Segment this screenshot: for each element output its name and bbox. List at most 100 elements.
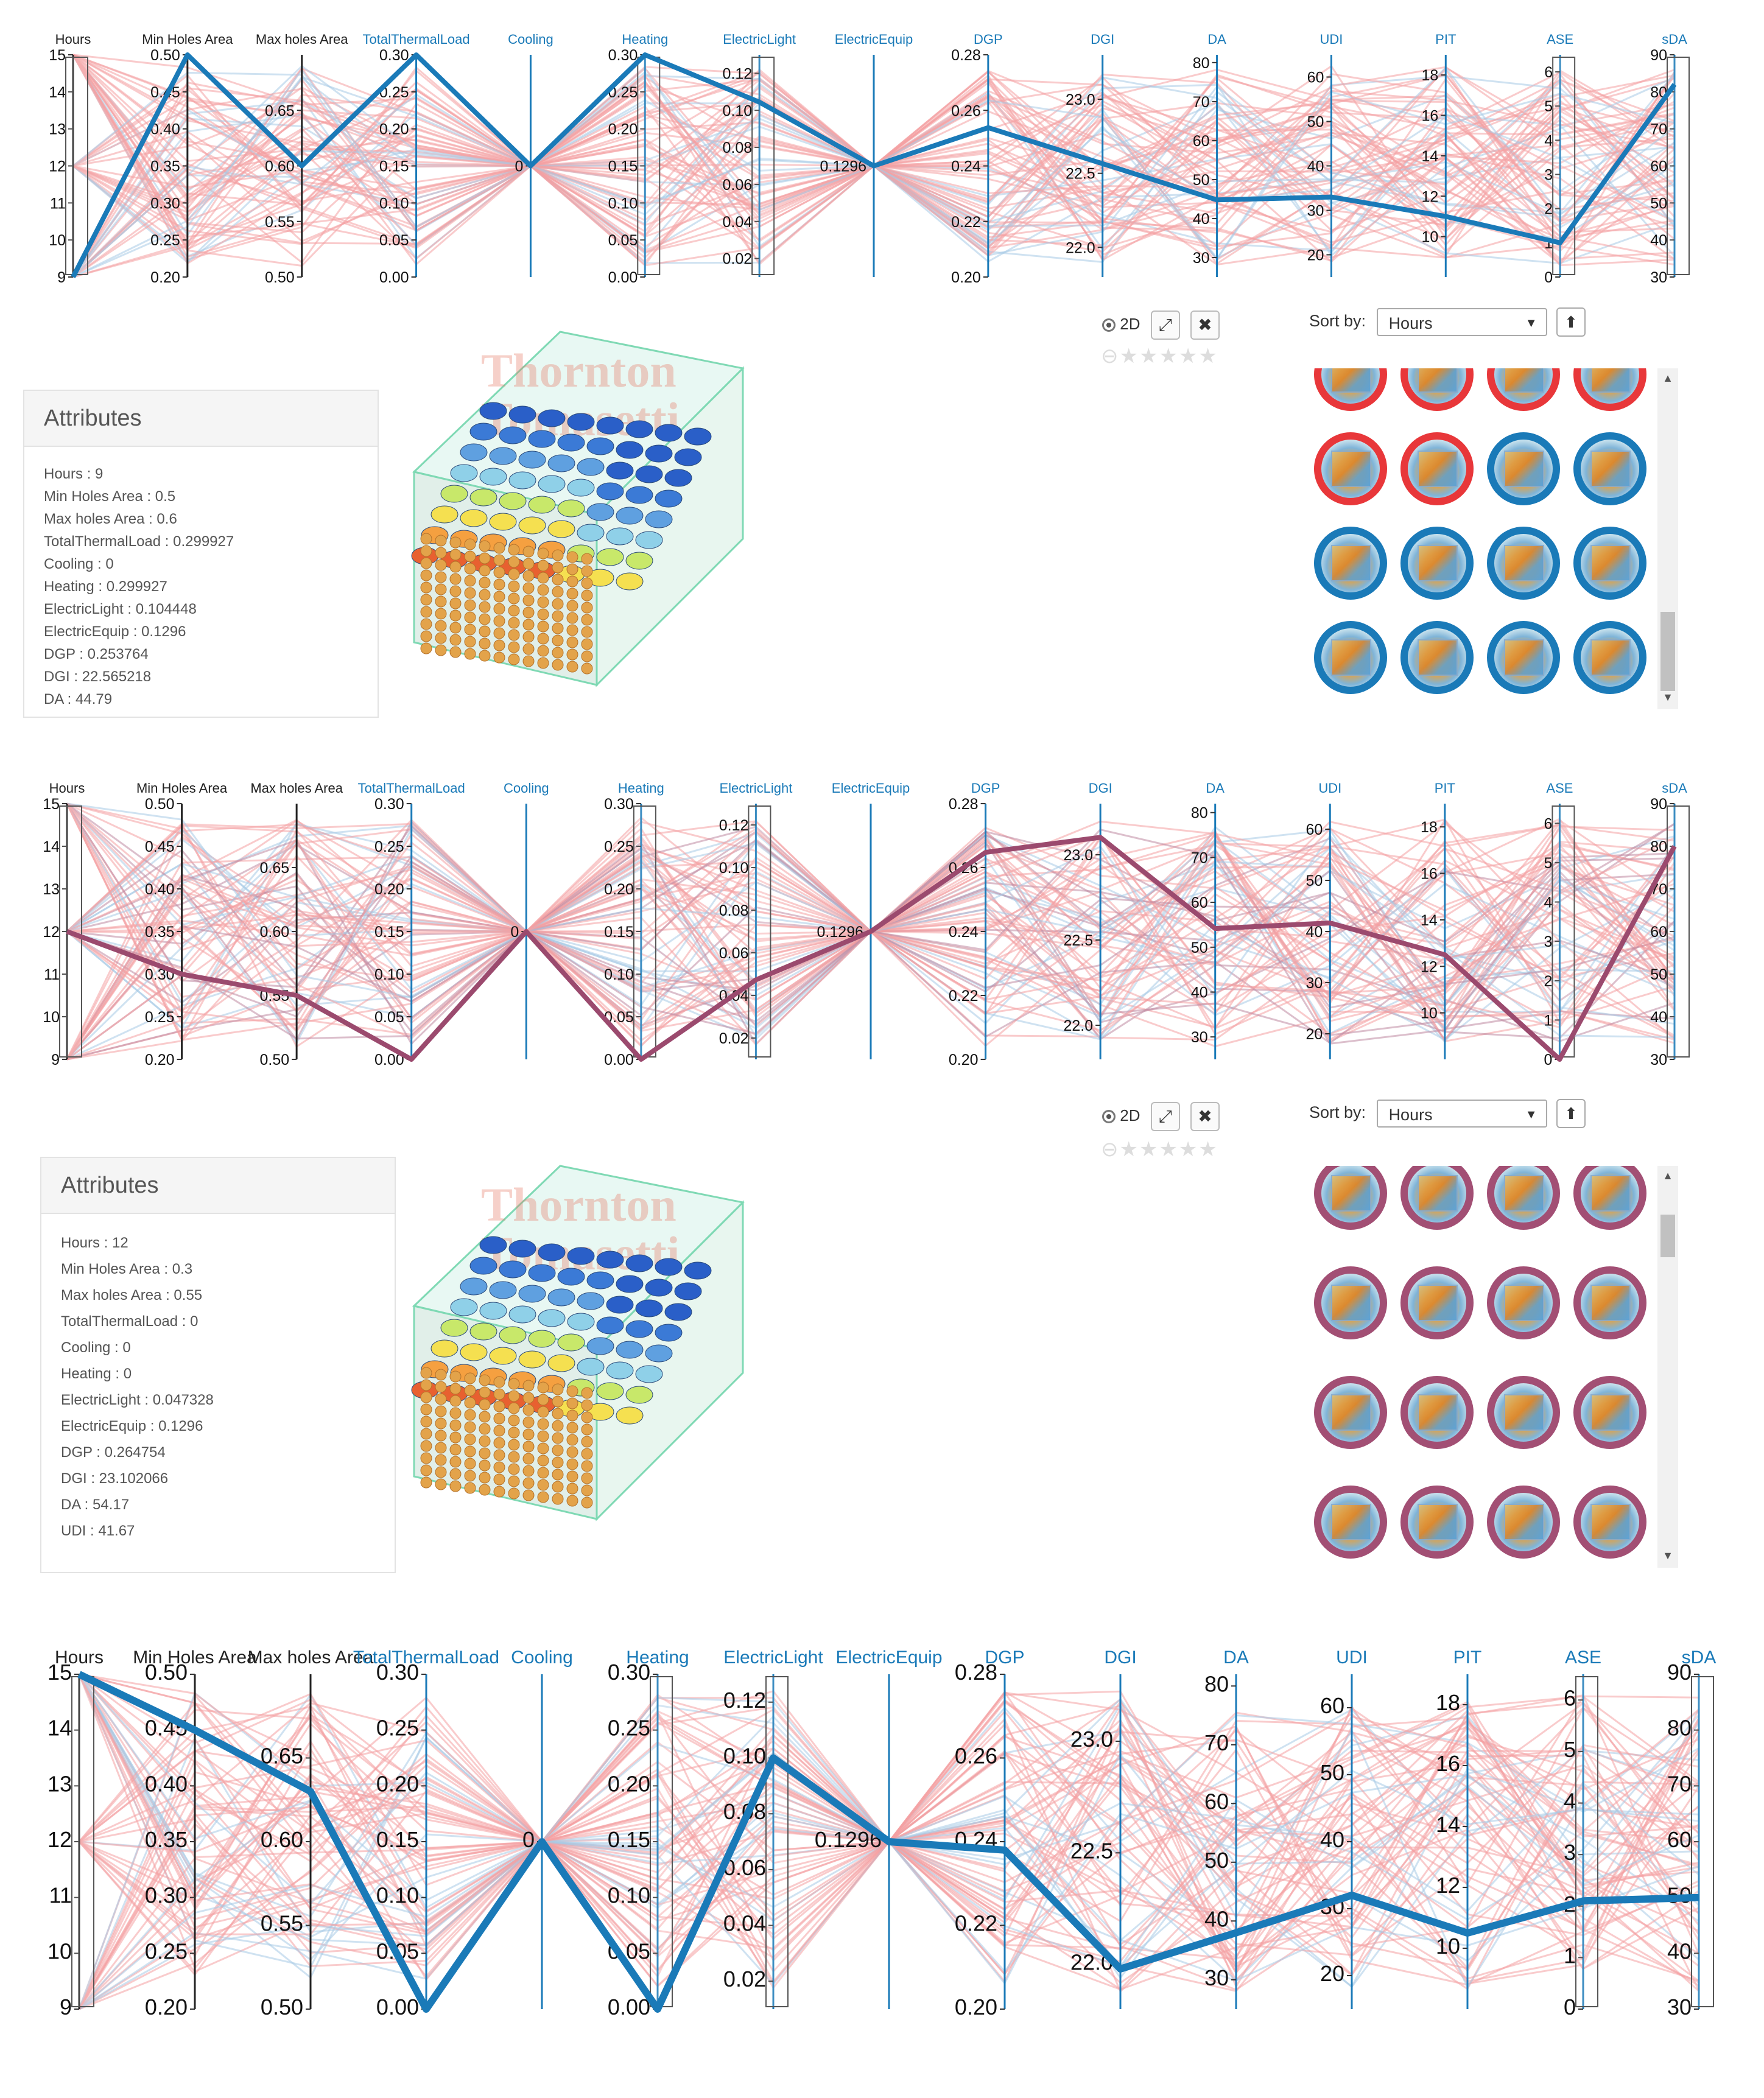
scroll-thumb[interactable] xyxy=(1660,1215,1675,1257)
axis-da[interactable]: DA 80 70 60 50 40 30 xyxy=(1204,1647,1249,2009)
design-thumbnail[interactable] xyxy=(1400,1166,1474,1230)
brush-extent[interactable] xyxy=(59,805,82,1058)
design-thumbnail[interactable] xyxy=(1400,368,1474,411)
parallel-coordinates-chart-2[interactable]: Hours 15 14 13 12 11 10 9 Min Holes Area 0.50 0.45… xyxy=(0,767,1764,1072)
rating-stars-1[interactable]: ⊖★★★★★ xyxy=(1101,345,1218,368)
expand-icon[interactable]: ⤢ xyxy=(1150,310,1180,340)
sort-select[interactable]: Hours ▼ xyxy=(1376,1100,1547,1128)
highlighted-line[interactable] xyxy=(77,1671,1699,2013)
radio-2d[interactable] xyxy=(1102,1110,1116,1123)
rating-stars-2[interactable]: ⊖★★★★★ xyxy=(1101,1138,1218,1161)
design-thumbnail[interactable] xyxy=(1573,1166,1646,1230)
axis-da[interactable]: DA 80 70 60 50 40 30 xyxy=(1193,32,1226,277)
axis-max-holes-area[interactable]: Max holes Area 0.65 0.60 0.55 0.50 xyxy=(248,1647,374,2019)
design-thumbnail[interactable] xyxy=(1487,1166,1560,1230)
brush-extent[interactable] xyxy=(765,1676,789,2007)
axis-min-holes-area[interactable]: Min Holes Area0.500.450.400.350.300.250.… xyxy=(136,781,228,1068)
brush-extent[interactable] xyxy=(1551,805,1575,1058)
axis-max-holes-area[interactable]: Max holes Area 0.65 0.60 0.55 0.50 xyxy=(256,32,348,286)
design-thumbnail[interactable] xyxy=(1487,1376,1560,1449)
brush-extent[interactable] xyxy=(650,1676,673,2007)
design-thumbnail[interactable] xyxy=(1400,621,1474,694)
axis-totalthermalload[interactable]: TotalThermalLoad0.300.250.200.150.100.05… xyxy=(363,32,470,286)
design-thumbnail[interactable] xyxy=(1314,1266,1387,1339)
design-thumbnail[interactable] xyxy=(1487,1266,1560,1339)
design-thumbnail[interactable] xyxy=(1573,368,1646,411)
design-thumbnail[interactable] xyxy=(1314,1376,1387,1449)
design-thumbnail[interactable] xyxy=(1314,368,1387,411)
scroll-thumb[interactable] xyxy=(1660,612,1675,691)
brush-extent[interactable] xyxy=(633,805,656,1058)
design-thumbnail[interactable] xyxy=(1314,527,1387,600)
parallel-coordinates-chart-1[interactable]: Hours 15 14 13 12 11 10 9 Min Holes Area 0.50 0.45… xyxy=(0,24,1764,292)
design-thumbnail[interactable] xyxy=(1573,527,1646,600)
axis-min-holes-area[interactable]: Min Holes Area0.500.450.400.350.300.250.… xyxy=(142,32,233,286)
close-icon[interactable]: ✖ xyxy=(1190,1102,1220,1131)
brush-extent[interactable] xyxy=(1691,1676,1714,2007)
thumbnail-gallery-1[interactable] xyxy=(1309,368,1650,709)
design-thumbnail[interactable] xyxy=(1314,621,1387,694)
axis-dgi[interactable]: DGI 23.0 22.5 22.0 xyxy=(1063,781,1112,1059)
design-thumbnail[interactable] xyxy=(1487,527,1560,600)
design-thumbnail[interactable] xyxy=(1573,432,1646,505)
axis-pit[interactable]: PIT 18 16 14 12 10 xyxy=(1436,1647,1481,2009)
design-thumbnail[interactable] xyxy=(1487,432,1560,505)
sort-direction-icon[interactable]: ⬆ xyxy=(1556,307,1586,337)
design-thumbnail[interactable] xyxy=(1487,368,1560,411)
design-thumbnail[interactable] xyxy=(1487,1486,1560,1559)
radio-2d[interactable] xyxy=(1102,318,1116,332)
brush-extent[interactable] xyxy=(637,57,661,275)
design-thumbnail[interactable] xyxy=(1573,1266,1646,1339)
scroll-up-icon[interactable]: ▲ xyxy=(1662,1170,1673,1182)
close-icon[interactable]: ✖ xyxy=(1190,310,1220,340)
highlighted-line[interactable] xyxy=(66,835,1677,1062)
axis-totalthermalload[interactable]: TotalThermalLoad0.300.250.200.150.100.05… xyxy=(358,781,465,1068)
scroll-down-icon[interactable]: ▼ xyxy=(1662,1549,1673,1562)
design-thumbnail[interactable] xyxy=(1400,527,1474,600)
design-thumbnail[interactable] xyxy=(1314,1486,1387,1559)
design-thumbnail[interactable] xyxy=(1400,432,1474,505)
gallery-scrollbar-1[interactable]: ▲ ▼ xyxy=(1657,368,1678,709)
brush-extent[interactable] xyxy=(751,57,775,275)
model-3d-view-1[interactable]: ThorntonTomasetti xyxy=(390,320,755,697)
thumbnail-gallery-2[interactable] xyxy=(1309,1166,1650,1568)
highlighted-line[interactable] xyxy=(71,52,1677,278)
model-3d-view-2[interactable]: ThorntonTomasetti xyxy=(390,1117,755,1543)
design-thumbnail[interactable] xyxy=(1573,1486,1646,1559)
parallel-coordinates-chart-3[interactable]: Hours 15 14 13 12 11 10 9 Min Holes Area 0.50 0.45… xyxy=(0,1619,1764,2021)
design-thumbnail[interactable] xyxy=(1573,621,1646,694)
scroll-down-icon[interactable]: ▼ xyxy=(1662,691,1673,703)
design-thumbnail[interactable] xyxy=(1487,621,1560,694)
brush-extent[interactable] xyxy=(1575,1676,1598,2007)
axis-min-holes-area[interactable]: Min Holes Area0.500.450.400.350.300.250.… xyxy=(133,1647,257,2019)
design-thumbnail[interactable] xyxy=(1400,1266,1474,1339)
design-thumbnail[interactable] xyxy=(1314,432,1387,505)
brush-extent[interactable] xyxy=(71,1676,94,2007)
expand-icon[interactable]: ⤢ xyxy=(1150,1102,1180,1131)
design-thumbnail[interactable] xyxy=(1400,1376,1474,1449)
brush-extent[interactable] xyxy=(65,57,88,275)
sort-select[interactable]: Hours ▼ xyxy=(1376,308,1547,336)
design-thumbnail[interactable] xyxy=(1314,1166,1387,1230)
design-thumbnail[interactable] xyxy=(1573,1376,1646,1449)
brush-extent[interactable] xyxy=(748,805,771,1058)
sort-direction-icon[interactable]: ⬆ xyxy=(1556,1099,1586,1128)
